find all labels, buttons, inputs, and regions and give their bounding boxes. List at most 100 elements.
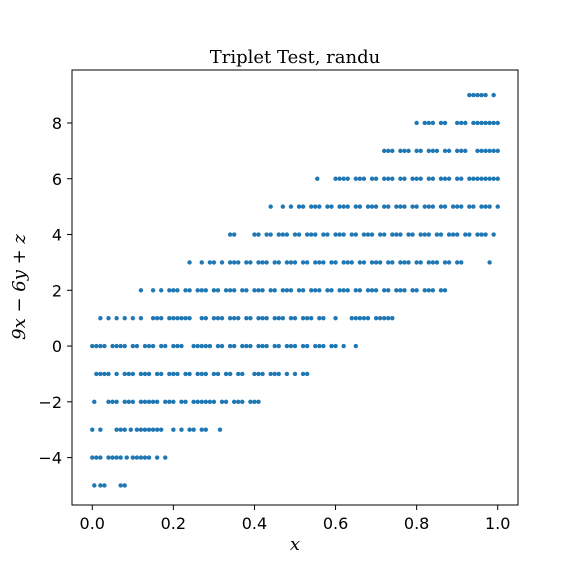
- data-point: [150, 399, 156, 405]
- data-point: [365, 204, 371, 209]
- data-point: [92, 399, 97, 405]
- data-point: [487, 204, 492, 209]
- data-point: [430, 176, 436, 181]
- data-point: [280, 232, 286, 237]
- data-point: [479, 232, 484, 237]
- data-point: [171, 288, 176, 293]
- data-point: [495, 176, 500, 181]
- data-point: [426, 260, 431, 265]
- data-point: [406, 232, 411, 237]
- data-point: [479, 148, 484, 154]
- y-tick-label: 0: [52, 337, 62, 356]
- y-tick-label: −4: [38, 449, 62, 468]
- data-point: [227, 288, 233, 293]
- data-point: [341, 343, 346, 349]
- data-point: [122, 371, 127, 377]
- data-point: [130, 371, 136, 377]
- data-point: [268, 288, 273, 293]
- data-point: [231, 343, 237, 349]
- data-point: [187, 260, 192, 265]
- data-point: [300, 288, 306, 293]
- data-point: [272, 343, 277, 349]
- data-point: [430, 204, 436, 209]
- data-point: [315, 176, 320, 181]
- data-point: [292, 260, 298, 265]
- data-point: [341, 176, 346, 181]
- data-point: [434, 148, 440, 154]
- data-point: [154, 455, 160, 460]
- data-point: [304, 315, 310, 321]
- data-point: [333, 343, 338, 349]
- data-point: [296, 204, 302, 209]
- data-point: [276, 260, 281, 265]
- data-point: [337, 204, 342, 209]
- data-point: [244, 343, 249, 349]
- data-point: [426, 204, 431, 209]
- data-point: [199, 343, 204, 349]
- data-point: [304, 371, 310, 377]
- data-point: [264, 343, 269, 349]
- data-point: [219, 399, 225, 405]
- data-point: [159, 427, 164, 432]
- data-point: [487, 260, 492, 265]
- data-point: [313, 288, 318, 293]
- data-point: [159, 371, 164, 377]
- data-point: [341, 288, 346, 293]
- data-point: [248, 399, 253, 405]
- data-point: [341, 260, 346, 265]
- data-point: [313, 260, 318, 265]
- data-point: [341, 204, 346, 209]
- data-point: [442, 176, 448, 181]
- data-point: [146, 399, 152, 405]
- data-point: [442, 260, 448, 265]
- data-point: [491, 232, 496, 237]
- data-point: [98, 455, 103, 460]
- data-point: [365, 288, 371, 293]
- data-point: [373, 204, 379, 209]
- data-point: [414, 288, 419, 293]
- data-point: [227, 343, 233, 349]
- data-point: [248, 315, 253, 321]
- data-point: [280, 288, 286, 293]
- data-point: [134, 455, 140, 460]
- data-point: [163, 455, 168, 460]
- data-point: [446, 260, 452, 265]
- data-point: [236, 260, 241, 265]
- data-point: [398, 204, 403, 209]
- data-point: [292, 343, 298, 349]
- data-point: [126, 399, 131, 405]
- data-point: [122, 427, 127, 432]
- data-point: [199, 399, 204, 405]
- data-point: [414, 148, 419, 154]
- data-point: [236, 371, 241, 377]
- data-point: [195, 371, 200, 377]
- data-point: [260, 343, 265, 349]
- data-point: [138, 315, 144, 321]
- data-point: [382, 315, 387, 321]
- data-point: [418, 148, 423, 154]
- data-point: [268, 371, 273, 377]
- data-point: [256, 288, 261, 293]
- data-point: [475, 120, 480, 126]
- data-point: [483, 92, 488, 98]
- data-point: [150, 288, 156, 293]
- data-point: [398, 176, 403, 181]
- data-point: [309, 204, 314, 209]
- data-point: [345, 288, 350, 293]
- data-point: [122, 315, 127, 321]
- data-point: [98, 427, 103, 432]
- data-point: [386, 204, 391, 209]
- data-point: [390, 260, 395, 265]
- data-point: [442, 148, 448, 154]
- data-point: [467, 232, 472, 237]
- data-point: [422, 288, 427, 293]
- data-point: [442, 120, 448, 126]
- data-point: [142, 399, 148, 405]
- data-point: [244, 260, 249, 265]
- data-point: [300, 315, 306, 321]
- data-point: [410, 232, 415, 237]
- data-point: [207, 260, 213, 265]
- data-point: [321, 315, 326, 321]
- data-point: [163, 343, 168, 349]
- data-point: [175, 288, 180, 293]
